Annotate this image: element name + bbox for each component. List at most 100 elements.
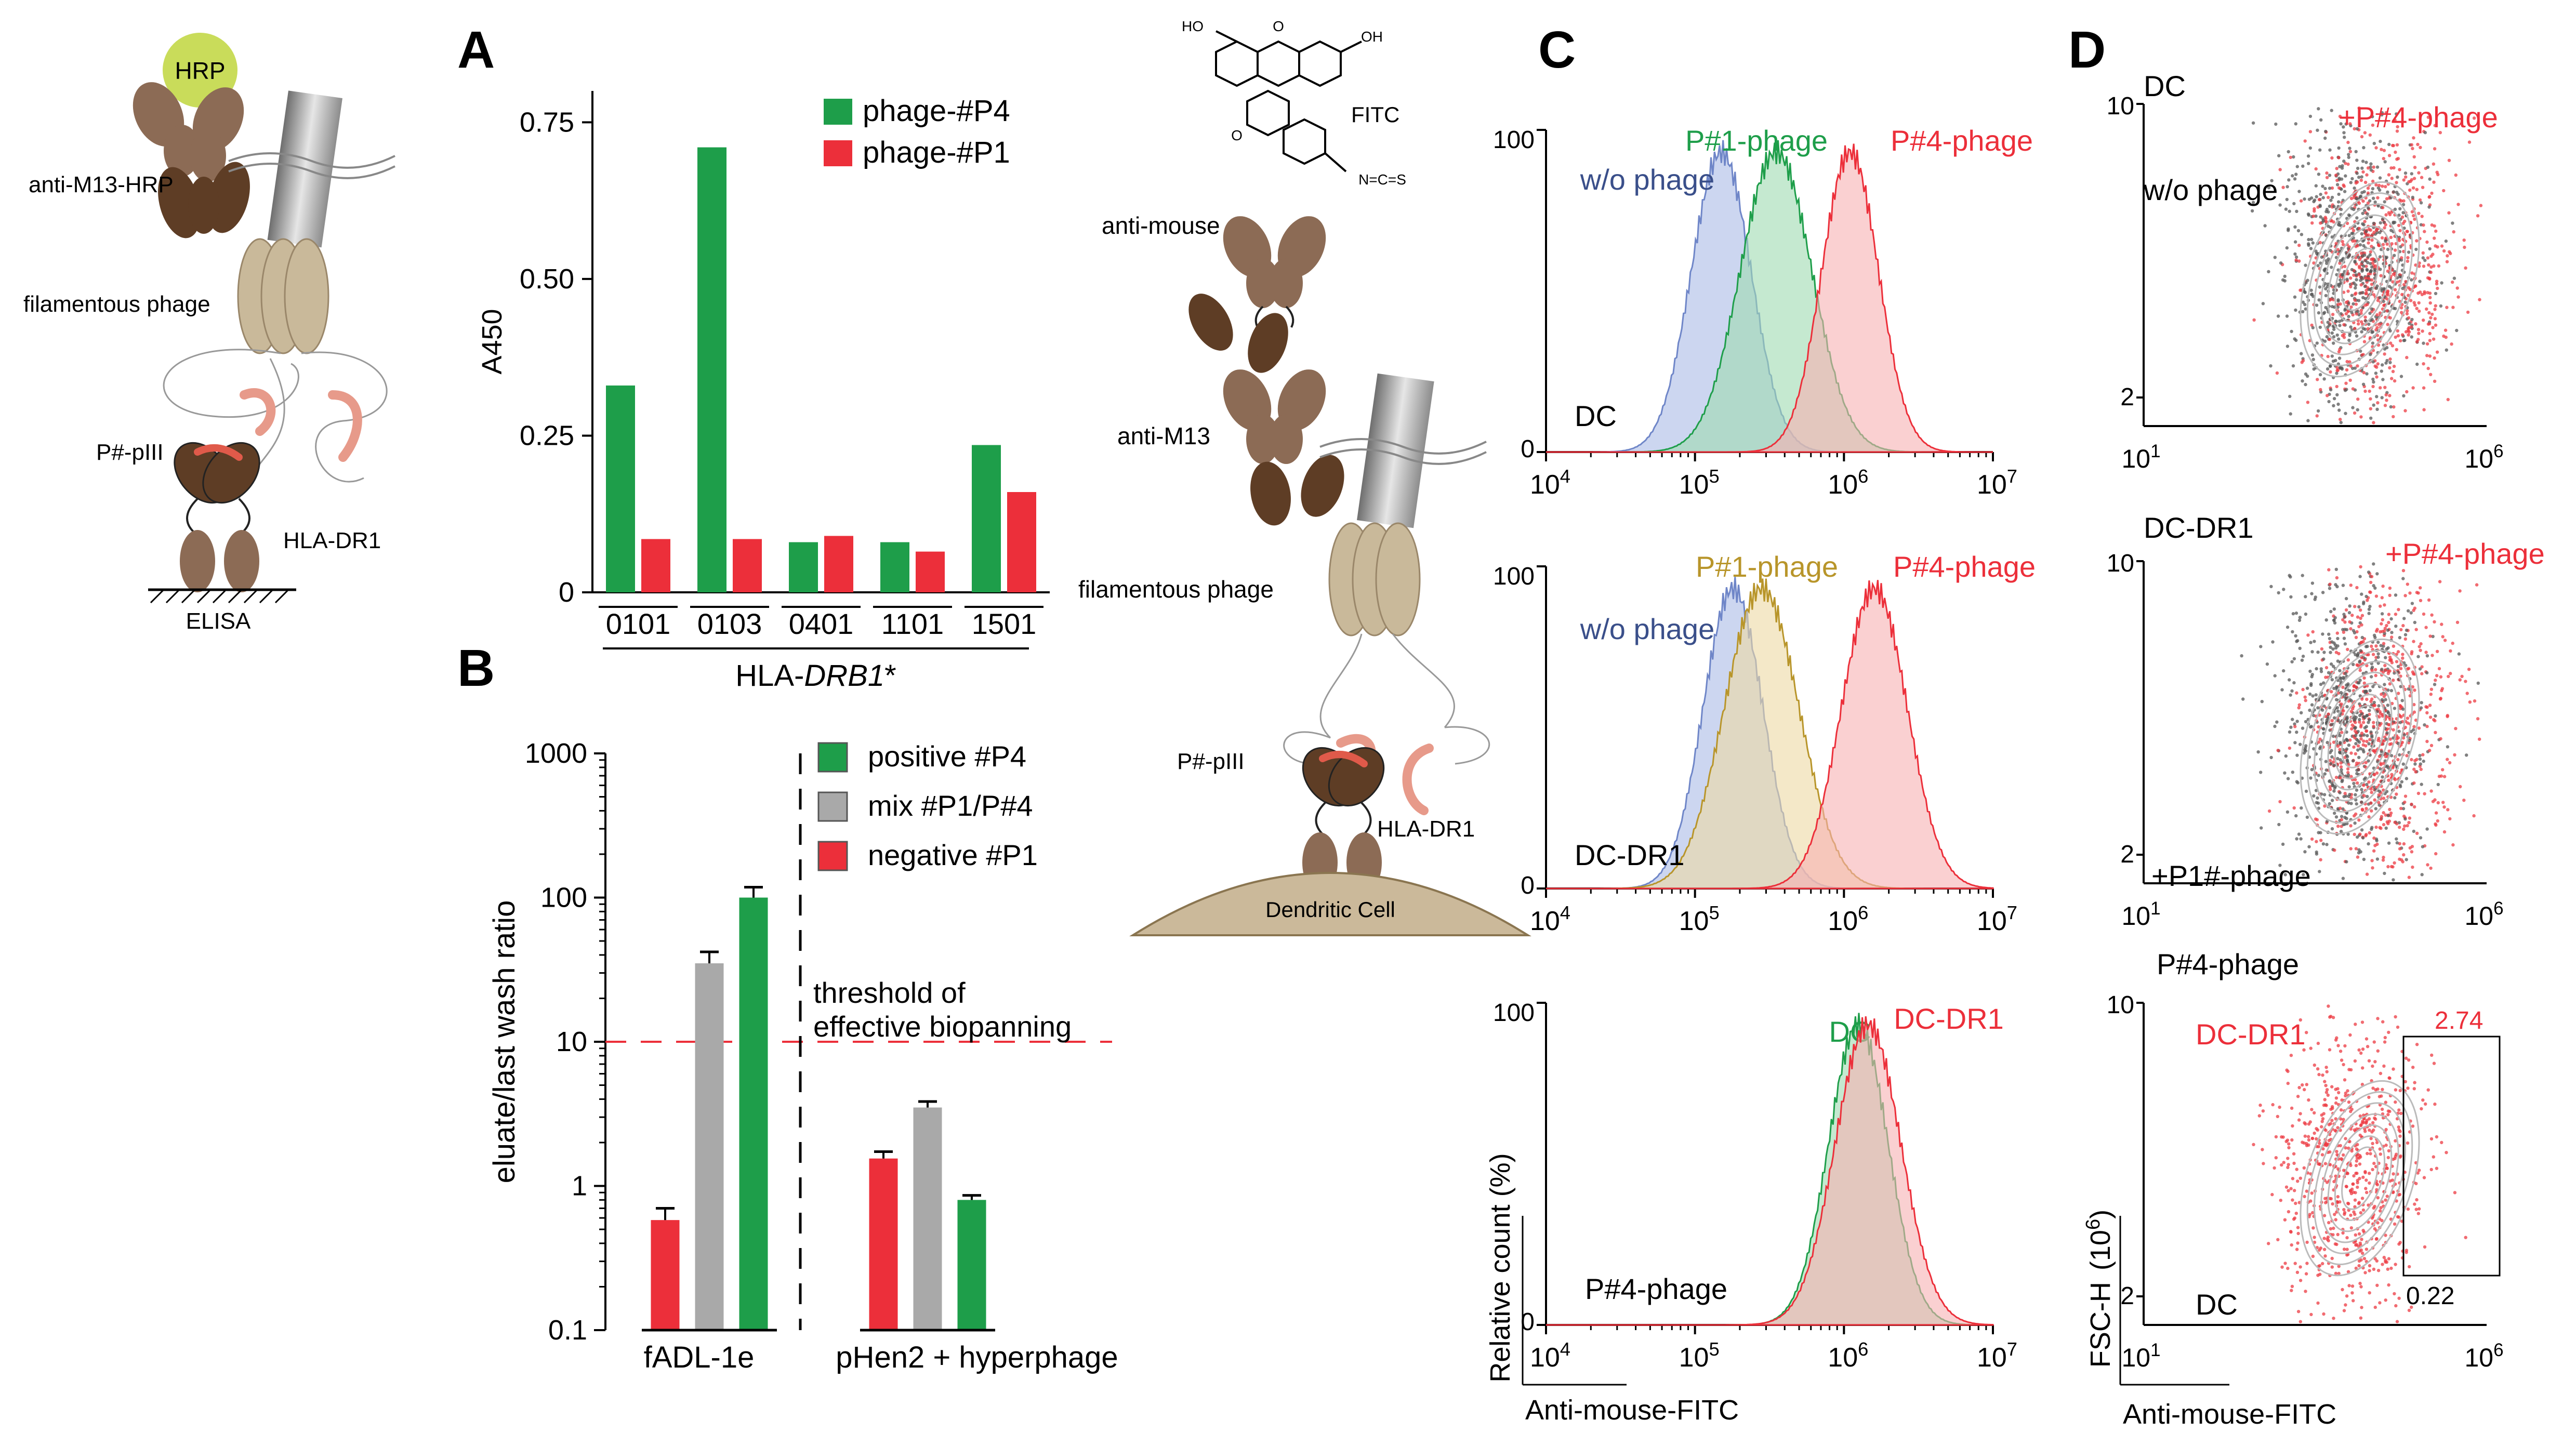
d-point	[2343, 642, 2347, 646]
d-point	[2364, 807, 2368, 811]
d-point	[2396, 334, 2400, 338]
d-point	[2420, 701, 2423, 705]
d-point	[2438, 580, 2442, 583]
d-point	[2370, 669, 2374, 672]
d-point	[2386, 190, 2389, 194]
c-xtick-label-base: 10	[1530, 1343, 1560, 1373]
d-point	[2390, 635, 2394, 639]
d-contour	[2334, 694, 2386, 780]
d-point	[2434, 229, 2438, 233]
d-point	[2410, 602, 2414, 605]
d-point	[2295, 1248, 2299, 1251]
d-point	[2392, 190, 2396, 194]
d-point	[2435, 1166, 2439, 1170]
d-point	[2310, 1191, 2314, 1195]
d-point	[2321, 1147, 2325, 1151]
d-point	[2336, 825, 2340, 828]
d-point	[2382, 823, 2386, 827]
d-point	[2278, 864, 2282, 867]
d-point	[2276, 1238, 2280, 1241]
d-point	[2349, 796, 2353, 800]
d-point	[2372, 700, 2376, 705]
d-point	[2399, 628, 2403, 632]
d-point	[2439, 675, 2443, 679]
c-xtick-label: 106	[1828, 902, 1868, 936]
d-point	[2335, 631, 2339, 635]
d-point	[2390, 143, 2395, 148]
d-point	[2314, 789, 2318, 792]
d-point	[2342, 1208, 2346, 1212]
d-point	[2455, 328, 2459, 333]
d-point	[2353, 1205, 2357, 1209]
d-point	[2271, 1103, 2275, 1107]
d-point	[2404, 330, 2408, 334]
d-red-label: DC-DR1	[2196, 1018, 2306, 1051]
d-point	[2421, 256, 2425, 260]
d-point	[2322, 1104, 2326, 1107]
d-point	[2402, 814, 2406, 818]
d-point	[2382, 797, 2386, 800]
d-ytick-label: 2	[2120, 383, 2134, 411]
d-point	[2380, 698, 2384, 701]
d-point	[2358, 668, 2362, 672]
d-point	[2337, 1091, 2341, 1095]
d-point	[2291, 718, 2294, 721]
d-point	[2352, 194, 2356, 197]
d-point	[2309, 1199, 2313, 1203]
d-point	[2366, 794, 2369, 799]
d-ylabel-unit-exp: 6	[2082, 1219, 2104, 1230]
filamentous-phage-mid	[1328, 522, 1421, 636]
d-point	[2374, 372, 2378, 375]
d-point	[2361, 1208, 2366, 1212]
d-point	[2414, 1182, 2418, 1186]
d-point	[2408, 188, 2412, 192]
d-point	[2458, 678, 2462, 682]
d-point	[2354, 812, 2358, 816]
d-point	[2342, 1118, 2345, 1121]
d-point	[2439, 737, 2442, 741]
d-point	[2250, 209, 2254, 213]
d-point	[2303, 1087, 2306, 1092]
d-point	[2393, 254, 2396, 257]
d-point	[2300, 361, 2304, 364]
d-point	[2332, 740, 2336, 744]
d-point	[2338, 748, 2342, 751]
d-point	[2309, 1312, 2313, 1317]
d-point	[2308, 708, 2311, 712]
d-point	[2322, 311, 2327, 314]
d-point	[2365, 372, 2369, 376]
d-point	[2365, 1119, 2369, 1122]
d-point	[2329, 788, 2332, 791]
d-point	[2369, 580, 2373, 585]
d-point	[2398, 847, 2402, 851]
d-point	[2316, 128, 2319, 132]
d-point	[2368, 1128, 2371, 1132]
d-point	[2448, 761, 2452, 765]
d-point	[2442, 830, 2447, 834]
d-xtick-label-min: 101	[2121, 441, 2160, 473]
d-point	[2367, 1059, 2371, 1063]
d-point	[2342, 823, 2345, 827]
d-point	[2303, 1195, 2306, 1198]
d-point	[2429, 693, 2433, 696]
d-point	[2346, 647, 2349, 652]
d-point	[2332, 335, 2336, 339]
d-point	[2278, 1105, 2281, 1109]
d-point	[2269, 585, 2273, 589]
d-point	[2417, 171, 2421, 175]
d-point	[2336, 302, 2340, 307]
d-point	[2276, 314, 2280, 318]
d-point	[2384, 1258, 2387, 1262]
d-point	[2362, 676, 2366, 680]
d-point	[2434, 811, 2438, 815]
d-point	[2372, 165, 2375, 169]
d-point	[2424, 626, 2428, 629]
d-point	[2464, 680, 2467, 683]
d-point	[2358, 291, 2362, 295]
d-point	[2429, 265, 2433, 269]
d-point	[2377, 183, 2381, 188]
d-point	[2374, 594, 2379, 598]
d-point	[2428, 715, 2433, 719]
d-point	[2371, 653, 2375, 656]
d-point	[2372, 231, 2376, 234]
